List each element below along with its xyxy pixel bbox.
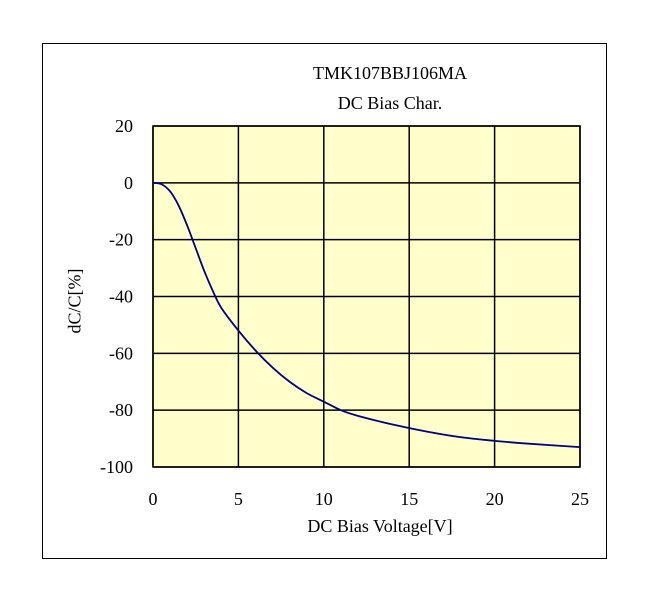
y-tick-label: -60: [109, 343, 133, 363]
x-tick-label: 10: [315, 489, 333, 509]
plot-border: [152, 125, 581, 468]
y-tick-label: -20: [109, 230, 133, 250]
x-tick-label: 25: [571, 489, 589, 509]
x-tick-label: 0: [149, 489, 158, 509]
x-tick-label: 5: [234, 489, 243, 509]
x-tick-label: 15: [400, 489, 418, 509]
y-tick-label: -80: [109, 400, 133, 420]
chart-subtitle: DC Bias Char.: [337, 93, 443, 113]
y-tick-label: -40: [109, 287, 133, 307]
y-tick-label: -100: [100, 457, 133, 477]
x-tick-label: 20: [486, 489, 504, 509]
series-line: [152, 181, 581, 449]
x-axis-label: DC Bias Voltage[V]: [307, 516, 453, 536]
chart-title: TMK107BBJ106MA: [312, 63, 468, 83]
y-tick-label: 0: [124, 173, 133, 193]
y-tick-label: 20: [115, 116, 133, 136]
